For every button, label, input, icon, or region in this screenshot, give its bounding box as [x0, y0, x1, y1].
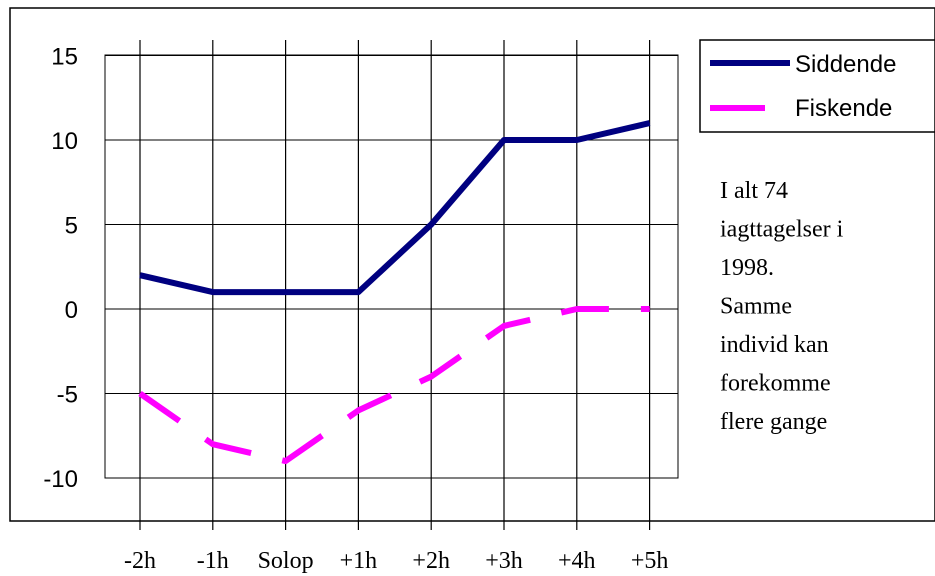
legend-label-siddende: Siddende	[795, 51, 896, 78]
x-tick-label: Solop	[258, 548, 314, 574]
legend: Siddende Fiskende	[699, 39, 935, 133]
data-point	[212, 291, 214, 293]
series-lines	[138, 120, 651, 465]
x-tick-label: +5h	[631, 548, 669, 574]
data-point	[139, 274, 141, 276]
data-point	[576, 308, 578, 310]
y-tick-label: 15	[51, 44, 78, 71]
annotation-line: individ kan	[720, 332, 829, 358]
annotation-note: I alt 74 iagttagelser i 1998. Samme individ …	[720, 178, 844, 435]
y-tick-label: 0	[65, 297, 78, 324]
data-point	[430, 376, 432, 378]
legend-label-fiskende: Fiskende	[795, 95, 892, 122]
annotation-line: forekomme	[720, 371, 831, 397]
annotation-line: 1998.	[720, 255, 774, 281]
data-point	[649, 122, 651, 124]
data-point	[212, 443, 214, 445]
x-tick-label: +4h	[558, 548, 596, 574]
data-point	[139, 393, 141, 394]
x-tick-label: -1h	[197, 548, 229, 574]
x-tick-label: +1h	[340, 548, 378, 574]
annotation-line: iagttagelser i	[720, 217, 844, 243]
series-line-siddende	[139, 120, 651, 296]
annotation-line: flere gange	[720, 409, 827, 435]
y-tick-label: -10	[43, 466, 78, 493]
data-point	[503, 325, 505, 327]
annotation-line: Samme	[720, 294, 792, 320]
x-tick-label: -2h	[124, 548, 156, 574]
data-point	[357, 409, 359, 411]
grid	[105, 40, 678, 530]
data-point	[285, 291, 287, 293]
legend-box	[699, 39, 935, 133]
annotation-line: I alt 74	[720, 178, 788, 204]
data-point	[503, 139, 505, 141]
plot-area	[104, 54, 679, 479]
x-tick-label: +3h	[485, 548, 523, 574]
y-axis: 15 10 5 0 -5 -10	[43, 44, 78, 494]
series-line-fiskende	[138, 306, 650, 465]
y-tick-label: -5	[57, 382, 78, 409]
data-point	[576, 139, 578, 141]
y-tick-label: 5	[65, 213, 78, 240]
data-point	[285, 460, 287, 462]
data-point	[430, 224, 432, 225]
x-tick-label: +2h	[412, 548, 450, 574]
y-tick-label: 10	[51, 128, 78, 155]
data-point	[357, 291, 359, 293]
data-point	[649, 308, 651, 310]
x-axis: -2h -1h Solop +1h +2h +3h +4h +5h	[124, 548, 668, 574]
